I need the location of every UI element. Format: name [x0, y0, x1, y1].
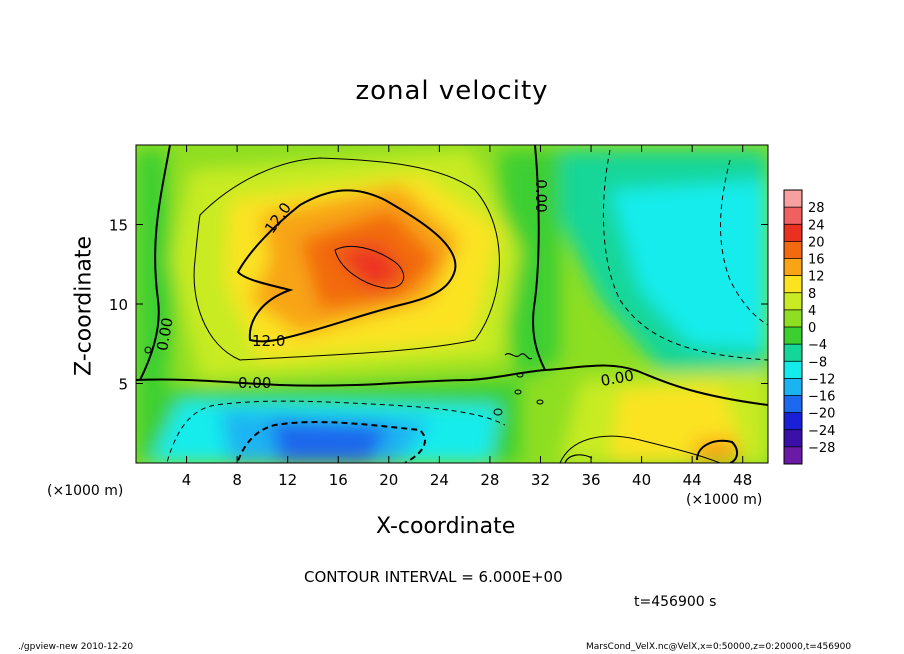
contour-six: [193, 157, 500, 361]
contour-zero-right: [544, 364, 768, 406]
colorbar-swatch-7: [784, 309, 802, 328]
contour-field: [136, 145, 768, 463]
x-tick-label-8: 36: [581, 471, 600, 489]
x-axis-unit: (×1000 m): [686, 492, 763, 508]
y-axis: 5 10 15: [109, 217, 768, 394]
colorbar-label-13: −24: [808, 424, 835, 439]
x-tick-label-6: 28: [480, 471, 499, 489]
field-right-cyan-core: [610, 180, 768, 350]
x-tick-label-11: 48: [733, 471, 752, 489]
contour-label-12-bottom: 12.0: [252, 332, 285, 350]
y-tick-label-0: 5: [118, 376, 128, 394]
contour-label-0-mid: 0.00: [238, 374, 271, 392]
footer-right: MarsCond_VelX.nc@VelX,x=0:50000,z=0:2000…: [586, 642, 852, 652]
contour-negative-right-inner: [720, 159, 768, 326]
y-tick-label-1: 10: [109, 296, 128, 314]
contour-wiggle: [504, 352, 533, 360]
colorbar-label-10: −12: [808, 372, 835, 387]
colorbar-label-3: 16: [808, 253, 825, 268]
contour-blob-2: [514, 389, 522, 395]
field-bottom-deep: [270, 420, 390, 463]
colorbar-swatch-15: [784, 446, 802, 465]
x-tick-label-0: 4: [182, 471, 192, 489]
footer-left: ./gpview-new 2010-12-20: [18, 642, 134, 652]
x-axis: 4 8 12 16 20 24 28 32 36 40 44 48: [182, 145, 752, 489]
colorbar-label-12: −20: [808, 407, 835, 422]
chart-title: zonal velocity: [355, 76, 549, 106]
field-center-green: [500, 150, 560, 380]
colorbar-label-14: −28: [808, 441, 835, 456]
colorbar-label-2: 20: [808, 235, 825, 250]
colorbar-swatch-13: [784, 412, 802, 431]
contour-blob-1: [516, 372, 524, 378]
colorbar-swatch-11: [784, 378, 802, 396]
colorbar-label-7: 0: [808, 321, 816, 336]
x-tick-label-4: 20: [379, 471, 398, 489]
x-tick-label-3: 16: [329, 471, 348, 489]
x-tick-label-9: 40: [632, 471, 651, 489]
y-axis-label: Z-coordinate: [71, 236, 97, 376]
contour-zero-upper-left: [139, 145, 171, 381]
contour-lower-right: [559, 435, 721, 463]
colorbar-swatch-2: [784, 224, 802, 242]
contour-interval: CONTOUR INTERVAL = 6.000E+00: [304, 568, 563, 586]
colorbar: 28 24 20 16 12 8 4 0 −4 −8 −12 −16 −20 −24 −28: [783, 189, 835, 465]
colorbar-swatch-1: [784, 207, 802, 225]
colorbar-swatch-9: [784, 344, 802, 362]
contour-blob-4: [536, 399, 544, 405]
colorbar-label-9: −8: [808, 355, 827, 370]
colorbar-label-8: −4: [808, 338, 827, 353]
colorbar-label-4: 12: [808, 270, 825, 285]
contour-label-0-right: 0.00: [599, 366, 635, 390]
contour-label-0-left: 0.00: [153, 316, 177, 352]
colorbar-swatch-0: [784, 190, 802, 208]
contour-zero-mid: [136, 369, 546, 387]
contour-eighteen: [334, 245, 405, 289]
x-tick-label-5: 24: [430, 471, 449, 489]
time-stamp: t=456900 s: [634, 594, 717, 610]
colorbar-swatch-8: [784, 327, 802, 345]
x-tick-label-7: 32: [531, 471, 550, 489]
x-tick-label-2: 12: [278, 471, 297, 489]
x-tick-label-1: 8: [232, 471, 242, 489]
colorbar-swatch-5: [784, 275, 802, 294]
colorbar-swatch-14: [784, 429, 802, 448]
contour-blob-3: [493, 408, 503, 416]
contour-lines: [136, 145, 768, 463]
colorbar-swatch-4: [784, 258, 802, 276]
colorbar-label-1: 24: [808, 218, 825, 233]
y-axis-unit: (×1000 m): [47, 483, 124, 499]
colorbar-label-5: 8: [808, 287, 816, 302]
contour-blob-5: [144, 346, 152, 354]
colorbar-swatch-3: [784, 241, 802, 259]
contour-lower-right-hot: [696, 440, 738, 463]
contour-negative-bottom: [166, 400, 506, 463]
colorbar-swatch-12: [784, 395, 802, 413]
colorbar-swatch-10: [784, 361, 802, 379]
contour-negative-right: [602, 149, 768, 361]
colorbar-label-6: 4: [808, 304, 816, 319]
x-axis-label: X-coordinate: [376, 514, 516, 539]
field-jet-max: [335, 245, 405, 290]
contour-zero-vertical: [532, 145, 546, 371]
y-tick-label-2: 15: [109, 217, 128, 235]
x-tick-label-10: 44: [683, 471, 702, 489]
contour-label-0-vertical: 0.00: [532, 179, 550, 212]
contour-small-loop-1: [564, 454, 593, 463]
colorbar-swatch-6: [784, 292, 802, 311]
contour-twelve: [236, 189, 457, 343]
colorbar-label-0: 28: [808, 201, 825, 216]
contour-negative-twelve: [236, 421, 426, 463]
colorbar-label-11: −16: [808, 390, 835, 405]
